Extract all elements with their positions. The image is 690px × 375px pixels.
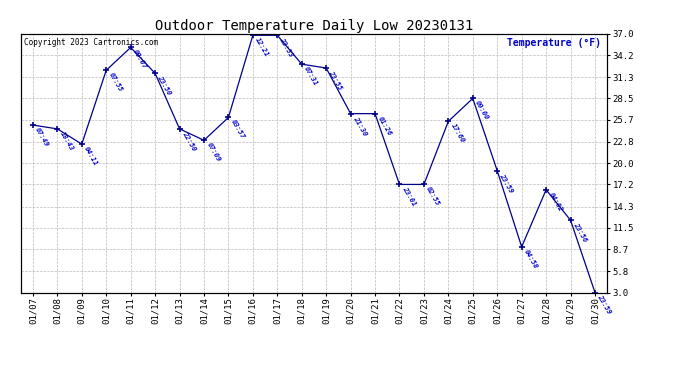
Text: 02:55: 02:55 (425, 186, 441, 207)
Text: 04:58: 04:58 (523, 248, 539, 270)
Text: Copyright 2023 Cartronics.com: Copyright 2023 Cartronics.com (23, 38, 158, 46)
Text: 23:50: 23:50 (157, 75, 172, 96)
Text: 04:11: 04:11 (83, 146, 99, 167)
Text: 07:49: 07:49 (34, 126, 50, 148)
Text: 03:57: 03:57 (230, 119, 246, 140)
Text: 18:43: 18:43 (59, 130, 75, 152)
Text: 01:26: 01:26 (377, 115, 392, 136)
Text: 00:00: 00:00 (474, 100, 490, 121)
Text: 00:07: 00:07 (132, 49, 148, 70)
Text: 23:55: 23:55 (328, 69, 344, 91)
Text: 23:53: 23:53 (279, 37, 295, 58)
Text: 07:55: 07:55 (108, 72, 124, 93)
Text: 23:01: 23:01 (401, 186, 417, 207)
Text: 23:59: 23:59 (596, 294, 612, 315)
Text: 04:02: 04:02 (547, 191, 563, 213)
Text: 22:50: 22:50 (181, 130, 197, 152)
Text: 23:59: 23:59 (499, 172, 515, 194)
Text: 12:21: 12:21 (254, 37, 270, 58)
Text: 17:60: 17:60 (450, 123, 466, 144)
Title: Outdoor Temperature Daily Low 20230131: Outdoor Temperature Daily Low 20230131 (155, 19, 473, 33)
Text: 07:09: 07:09 (206, 142, 221, 163)
Text: 07:31: 07:31 (303, 66, 319, 87)
Text: Temperature (°F): Temperature (°F) (507, 38, 602, 48)
Text: 21:30: 21:30 (352, 115, 368, 136)
Text: 23:56: 23:56 (572, 222, 588, 243)
